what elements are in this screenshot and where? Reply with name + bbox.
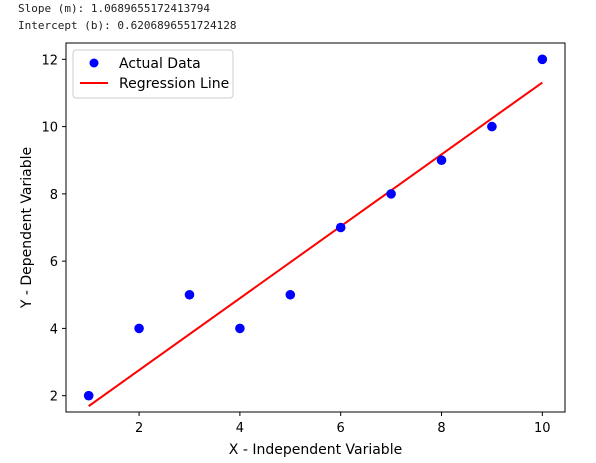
y-tick-label: 8 [50, 188, 58, 203]
x-axis-ticks: 2 4 6 8 10 [135, 412, 551, 436]
data-point [134, 323, 144, 334]
data-point [436, 155, 447, 166]
data-points-group [83, 54, 548, 401]
y-tick-label: 6 [50, 255, 58, 270]
data-point [83, 390, 94, 401]
y-tick-label: 2 [50, 390, 58, 405]
legend-label-regression-line: Regression Line [119, 76, 229, 92]
y-tick-label: 12 [41, 53, 58, 68]
data-point [537, 54, 548, 65]
x-tick-label: 2 [135, 421, 143, 436]
legend-box [72, 49, 234, 99]
x-axis-label: X - Independent Variable [229, 442, 402, 458]
x-tick-label: 10 [534, 421, 551, 436]
data-point [386, 189, 396, 199]
y-axis-ticks: 2 4 6 8 10 12 [41, 53, 66, 405]
regression-line-group [88, 81, 543, 407]
plot-area [65, 42, 566, 413]
x-tick-label: 8 [437, 421, 445, 436]
data-point [184, 289, 195, 300]
data-point [235, 323, 245, 334]
y-tick-label: 10 [41, 121, 58, 136]
y-tick-label: 4 [50, 322, 58, 337]
x-tick-label: 4 [236, 421, 244, 436]
data-point [335, 222, 346, 233]
slope-output-text: Slope (m): 1.0689655172413794 [18, 2, 211, 15]
y-axis-label: Y - Dependent Variable [19, 147, 35, 309]
regression-line [88, 81, 543, 407]
legend-label-actual-data: Actual Data [119, 56, 201, 72]
chart-legend: Actual Data Regression Line [72, 49, 234, 99]
data-point [285, 289, 296, 300]
legend-scatter-marker [89, 58, 99, 68]
data-point [487, 121, 497, 132]
intercept-output-text: Intercept (b): 0.6206896551724128 [18, 19, 237, 32]
x-tick-label: 6 [337, 421, 345, 436]
